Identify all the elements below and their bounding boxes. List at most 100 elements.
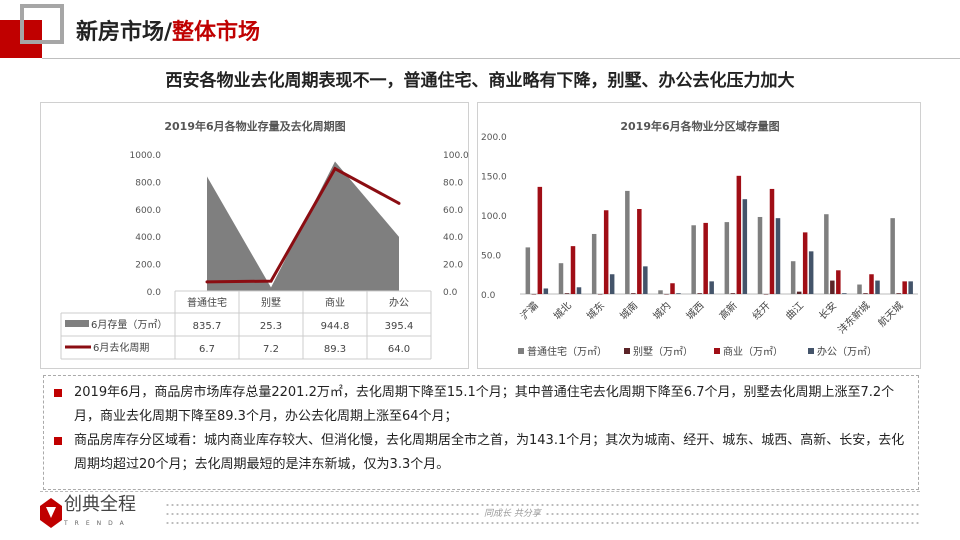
bar	[703, 222, 708, 294]
y-tick-label: 100.0	[481, 212, 507, 222]
x-category-label: 城南	[617, 299, 640, 322]
legend-swatch-stock	[65, 320, 89, 327]
bar	[543, 288, 549, 294]
bullet-marker	[54, 389, 62, 397]
line-point	[333, 167, 337, 171]
footer-dots	[165, 504, 920, 506]
x-category-label: 航天城	[875, 299, 905, 329]
y-tick-label: 50.0	[481, 252, 501, 262]
bullet-item: 2019年6月，商品房市场库存总量2201.2万㎡，去化周期下降至15.1个月；…	[54, 381, 908, 429]
bar	[697, 293, 702, 294]
x-category-label: 长安	[816, 299, 839, 322]
x-category-label: 城北	[551, 300, 574, 323]
title-prefix: 新房市场/	[76, 20, 173, 45]
bar	[637, 208, 642, 294]
legend-label: 办公（万㎡）	[817, 345, 877, 358]
bar	[643, 266, 648, 294]
bar	[664, 294, 669, 295]
y-tick-label: 1000.0	[130, 151, 162, 161]
x-category-label: 普通住宅	[187, 296, 227, 309]
bar	[531, 294, 537, 295]
stock-cycle-chart-panel: 2019年6月各物业存量及去化周期图 0.0 200.0 400.0 600.0 800.…	[40, 102, 469, 369]
bar	[902, 281, 907, 294]
x-category-label: 高新	[716, 299, 739, 322]
x-category-label: 城内	[650, 299, 673, 322]
x-category-label: 曲江	[783, 300, 806, 323]
bar	[736, 175, 742, 294]
data-label: 25.3	[260, 321, 282, 332]
bar	[576, 287, 582, 294]
bar	[842, 293, 847, 294]
data-label: 64.0	[388, 344, 410, 355]
bar	[875, 280, 880, 294]
bullet-text: 2019年6月，商品房市场库存总量2201.2万㎡，去化周期下降至15.1个月；…	[74, 385, 895, 424]
y-tick-label: 200.0	[135, 261, 161, 271]
y-tick-label: 600.0	[135, 206, 161, 216]
bar	[709, 281, 714, 294]
legend-swatch	[714, 348, 720, 354]
x-category-label: 沣东新城	[835, 299, 872, 336]
district-stock-chart-panel: 2019年6月各物业分区域存量图 0.0 50.0 100.0 150.0 200.0 浐灞…	[477, 102, 921, 369]
bar	[724, 222, 730, 294]
y-tick-label: 150.0	[481, 173, 507, 183]
data-label: 7.2	[263, 344, 279, 355]
title-highlight: 整体市场	[172, 20, 261, 45]
bar	[597, 294, 603, 295]
line-point	[269, 279, 273, 283]
bar	[658, 290, 663, 294]
bar	[670, 283, 675, 294]
legend-label: 商业（万㎡）	[723, 345, 783, 358]
y2-tick-label: 40.0	[443, 233, 463, 243]
bar	[896, 293, 901, 294]
data-label: 6.7	[199, 344, 215, 355]
y2-tick-label: 80.0	[443, 178, 463, 188]
bar	[564, 293, 570, 294]
data-label: 395.4	[385, 321, 414, 332]
bar	[890, 218, 895, 294]
y2-tick-label: 100.0	[443, 151, 469, 161]
bar	[570, 246, 576, 294]
x-category-label: 商业	[325, 296, 345, 309]
district-stock-chart: 2019年6月各物业分区域存量图 0.0 50.0 100.0 150.0 200.0 浐灞…	[481, 119, 918, 358]
x-category-label: 经开	[750, 299, 773, 322]
bar	[796, 291, 802, 294]
chart-title: 2019年6月各物业存量及去化周期图	[164, 119, 345, 133]
bar	[609, 274, 615, 294]
x-category-label: 城东	[584, 299, 607, 322]
bar	[631, 293, 636, 294]
line-point	[397, 201, 401, 205]
data-label: 835.7	[193, 321, 222, 332]
bar	[863, 293, 868, 294]
bar	[869, 274, 874, 294]
y-tick-label: 800.0	[135, 178, 161, 188]
footer-dots	[165, 522, 920, 524]
y2-tick-label: 60.0	[443, 206, 463, 216]
bar	[808, 251, 814, 294]
legend-swatch	[808, 348, 814, 354]
logo-mark-icon	[40, 498, 62, 528]
summary-box: 2019年6月，商品房市场库存总量2201.2万㎡，去化周期下降至15.1个月；…	[43, 375, 919, 490]
bar	[591, 233, 597, 294]
bar	[730, 293, 736, 294]
line-point	[205, 280, 209, 284]
legend-swatch	[518, 348, 524, 354]
bar	[691, 225, 696, 294]
logo-name: 创典全程	[64, 494, 136, 515]
bar	[769, 188, 775, 294]
stock-cycle-chart: 2019年6月各物业存量及去化周期图 0.0 200.0 400.0 600.0 800.…	[60, 119, 469, 360]
bullet-text: 商品房库存分区域看：城内商业库存较大、但消化慢，去化周期居全市之首，为143.1…	[74, 433, 905, 472]
bar	[824, 214, 829, 294]
y-tick-label: 400.0	[135, 233, 161, 243]
logo-subtitle: TRENDA	[64, 520, 131, 527]
slogan: 同成长 共分享	[480, 508, 545, 520]
bullet-marker	[54, 437, 62, 445]
footer-divider	[40, 491, 920, 492]
x-category-label: 城西	[684, 300, 707, 323]
bar	[625, 190, 630, 294]
y2-tick-label: 20.0	[443, 261, 463, 271]
bar	[537, 186, 543, 294]
legend-label: 普通住宅（万㎡）	[527, 345, 607, 358]
x-category-label: 别墅	[261, 297, 281, 309]
legend-label: 6月去化周期	[93, 341, 149, 354]
